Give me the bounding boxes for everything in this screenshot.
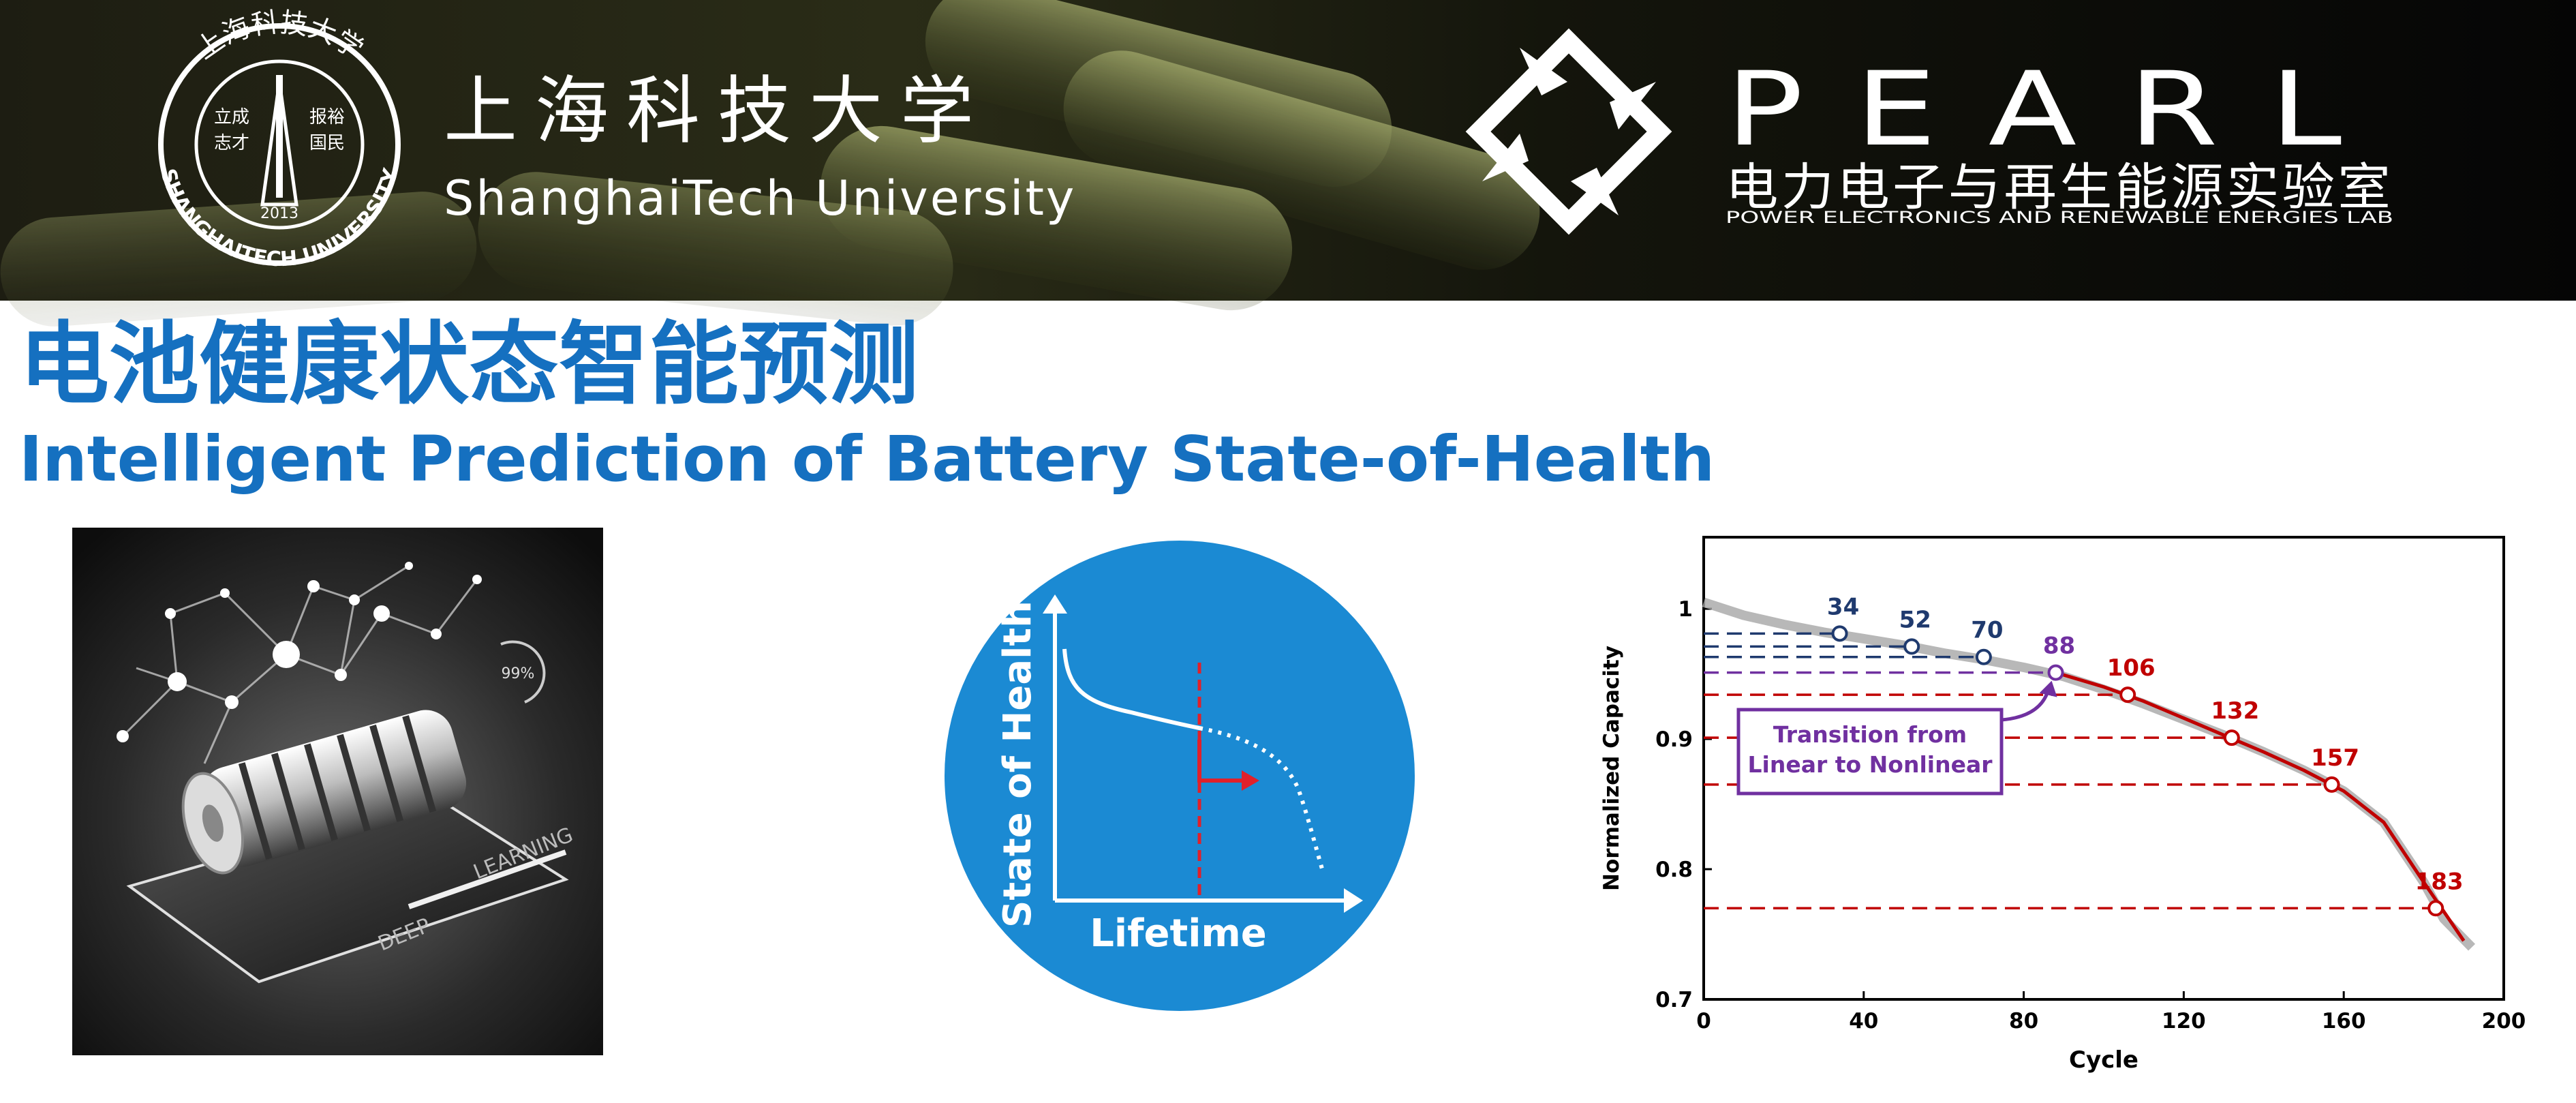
lab-logo (1465, 28, 1672, 235)
title-cn: 电池健康状态智能预测 (19, 312, 919, 417)
title-en: Intelligent Prediction of Battery State-… (19, 423, 1715, 496)
marker (1831, 625, 1848, 642)
illustration: 99% DEEP LEARNING (72, 528, 603, 1055)
seal-motto: 国民 (309, 133, 345, 153)
x-tick-label: 80 (2009, 1009, 2038, 1033)
marker-label: 88 (2043, 633, 2075, 660)
seal-tower-frame (260, 81, 298, 207)
lab-name-cn: 电力电子与再生能源实验室 (1726, 158, 2393, 217)
illustration-percent: 99% (502, 665, 535, 682)
soh-ylabel: State of Health (996, 601, 1040, 928)
header-decoration (0, 0, 1540, 327)
x-tick-label: 40 (1849, 1009, 1878, 1033)
y-tick-label: 0.9 (1655, 727, 1693, 752)
soh-xlabel: Lifetime (1090, 911, 1267, 956)
x-tick-label: 0 (1696, 1009, 1711, 1033)
university-name-cn: 上海科技大学 (444, 69, 992, 154)
marker (2223, 729, 2240, 746)
annotation-box (1736, 708, 2004, 796)
marker-label: 157 (2311, 744, 2359, 772)
marker-label: 132 (2211, 697, 2259, 725)
annotation-arrowhead (2039, 680, 2057, 697)
x-tick-label: 200 (2482, 1009, 2526, 1033)
marker-label: 52 (1899, 606, 1931, 633)
marker (2323, 776, 2340, 793)
y-tick-label: 0.7 (1655, 988, 1693, 1012)
marker-label: 34 (1827, 593, 1859, 620)
seal-motto: 报裕 (309, 107, 345, 127)
y-axis-label: Normalized Capacity (1599, 646, 1624, 891)
marker-label: 183 (2415, 868, 2464, 895)
x-tick-label: 120 (2162, 1009, 2206, 1033)
lab-name-en: POWER ELECTRONICS AND RENEWABLE ENERGIES… (1726, 208, 2393, 227)
marker (2047, 664, 2064, 681)
y-tick-label: 1 (1678, 597, 1693, 622)
annotation-text: Linear to Nonlinear (1747, 751, 1993, 778)
y-tick-label: 0.8 (1655, 858, 1693, 882)
annotation-text: Transition from (1773, 721, 1967, 748)
marker (2119, 686, 2136, 704)
soh-diagram: State of Health Lifetime (945, 541, 1415, 1011)
marker-label: 70 (1971, 617, 2003, 644)
x-tick-label: 160 (2322, 1009, 2366, 1033)
seal-motto: 志才 (214, 133, 249, 153)
seal-year: 2013 (260, 205, 298, 222)
university-name-en: ShanghaiTech University (444, 170, 1076, 226)
x-axis-label: Cycle (2069, 1046, 2138, 1074)
marker (1975, 648, 1992, 665)
lab-name: PEARL (1726, 50, 2393, 169)
marker (1903, 638, 1920, 655)
capacity-chart: 0.7 0.8 0.9 1 0 40 80 120 160 200 Cycle Normalized … (1599, 536, 2526, 1074)
marker (2427, 900, 2444, 917)
seal-motto: 立成 (214, 107, 249, 127)
marker-label: 106 (2107, 654, 2156, 682)
